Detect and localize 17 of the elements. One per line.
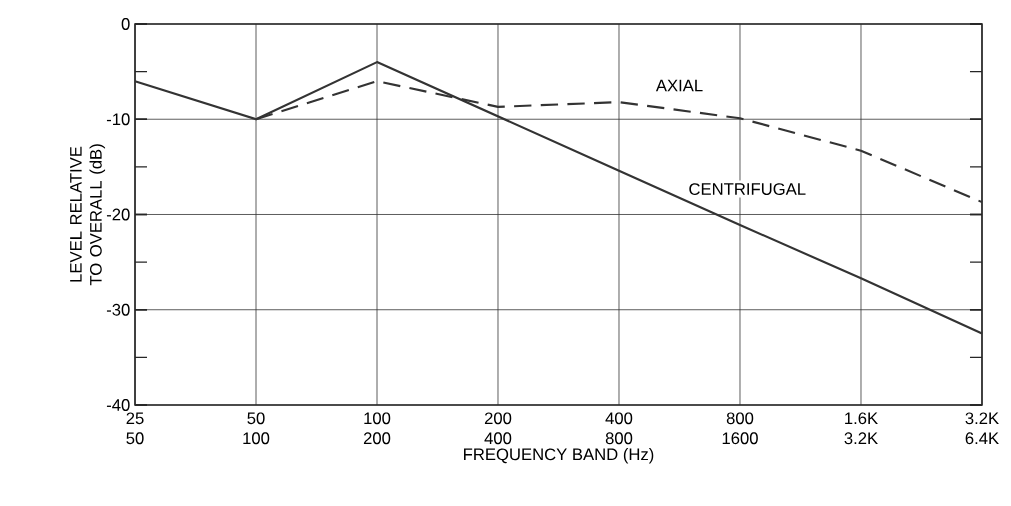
x-axis-title: FREQUENCY BAND (Hz) <box>464 447 654 464</box>
series-label: AXIAL <box>655 79 703 92</box>
y-tick-label: 0 <box>121 18 130 30</box>
x-tick-label: 400 800 <box>605 412 633 445</box>
x-tick-label: 50 100 <box>243 412 270 445</box>
series-label: CENTRIFUGAL <box>689 183 806 195</box>
y-tick-label: -40 <box>106 399 130 411</box>
x-tick-label: 800 1600 <box>722 412 758 445</box>
x-tick-label: 200 400 <box>484 412 512 445</box>
x-tick-label: 25 50 <box>126 412 144 445</box>
x-tick-label: 3.2K 6.4K <box>965 412 999 445</box>
x-tick-label: 1.6K 3.2K <box>844 412 878 445</box>
y-axis-title: LEVEL RELATIVE TO OVERALL (dB) <box>70 144 106 286</box>
y-tick-label: -30 <box>106 303 130 316</box>
x-tick-label: 100 200 <box>363 412 391 445</box>
y-tick-label: -10 <box>106 113 130 126</box>
y-tick-label: -20 <box>106 208 130 221</box>
